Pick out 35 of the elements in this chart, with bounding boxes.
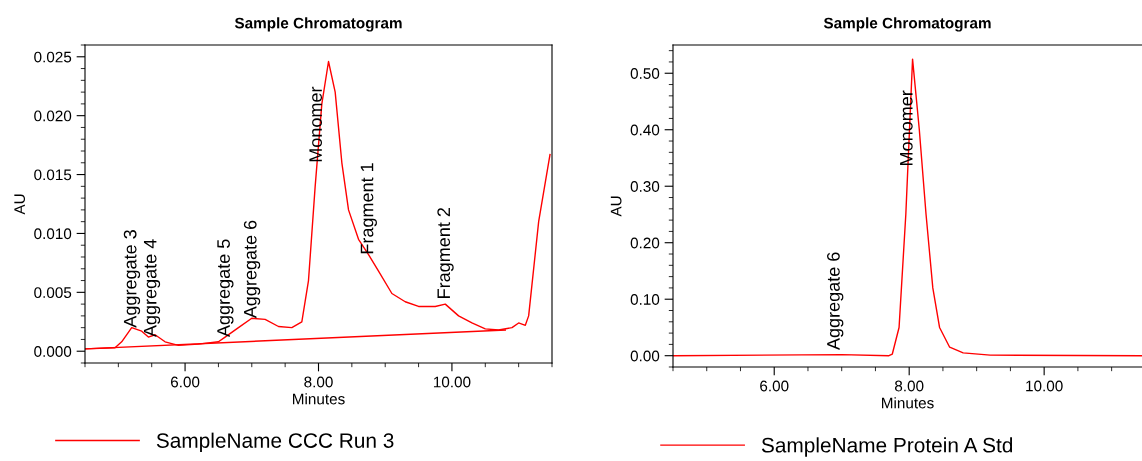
- annotation: Fragment 2: [437, 207, 454, 298]
- y-tick-label: 0.20: [630, 237, 660, 249]
- annotation: Fragment 1: [360, 163, 377, 254]
- legend-label: SampleName CCC Run 3: [156, 432, 394, 453]
- y-tick-label: 0.50: [630, 68, 660, 79]
- annotation: Aggregate 5: [217, 239, 234, 338]
- y-tick-label: 0.30: [630, 181, 660, 192]
- x-tick-label: 6.00: [170, 376, 200, 388]
- y-axis-title: AU: [14, 194, 25, 215]
- y-tick-label: 0.015: [34, 169, 72, 181]
- annotation: Monomer: [900, 90, 913, 165]
- annotation: Aggregate 4: [143, 239, 161, 338]
- x-tick-label: 8.00: [894, 380, 924, 392]
- y-tick-label: 0.000: [34, 346, 72, 357]
- legend-label: SampleName Protein A Std: [761, 437, 1013, 457]
- x-tick-label: 10.00: [433, 376, 471, 388]
- y-tick-label: 0.40: [630, 124, 660, 136]
- x-axis-title: Minutes: [882, 397, 934, 409]
- y-tick-label: 0.025: [34, 51, 72, 63]
- y-tick-label: 0.005: [34, 287, 72, 299]
- x-tick-label: 10.00: [1026, 380, 1063, 392]
- y-tick-label: 0.10: [630, 294, 660, 305]
- annotation: Aggregate 6: [243, 220, 261, 319]
- annotation: Aggregate 3: [123, 230, 141, 328]
- x-axis-title: Minutes: [293, 393, 345, 405]
- y-tick-label: 0.00: [630, 350, 660, 362]
- chart-title: Sample Chromatogram: [234, 17, 402, 32]
- x-tick-label: 8.00: [304, 376, 333, 388]
- annotation: Aggregate 6: [827, 252, 844, 351]
- y-axis-title: AU: [610, 196, 622, 217]
- y-tick-label: 0.020: [34, 110, 72, 122]
- y-tick-label: 0.010: [34, 228, 72, 240]
- chart-title: Sample Chromatogram: [823, 17, 991, 32]
- annotation: Monomer: [309, 86, 323, 162]
- x-tick-label: 6.00: [760, 380, 789, 392]
